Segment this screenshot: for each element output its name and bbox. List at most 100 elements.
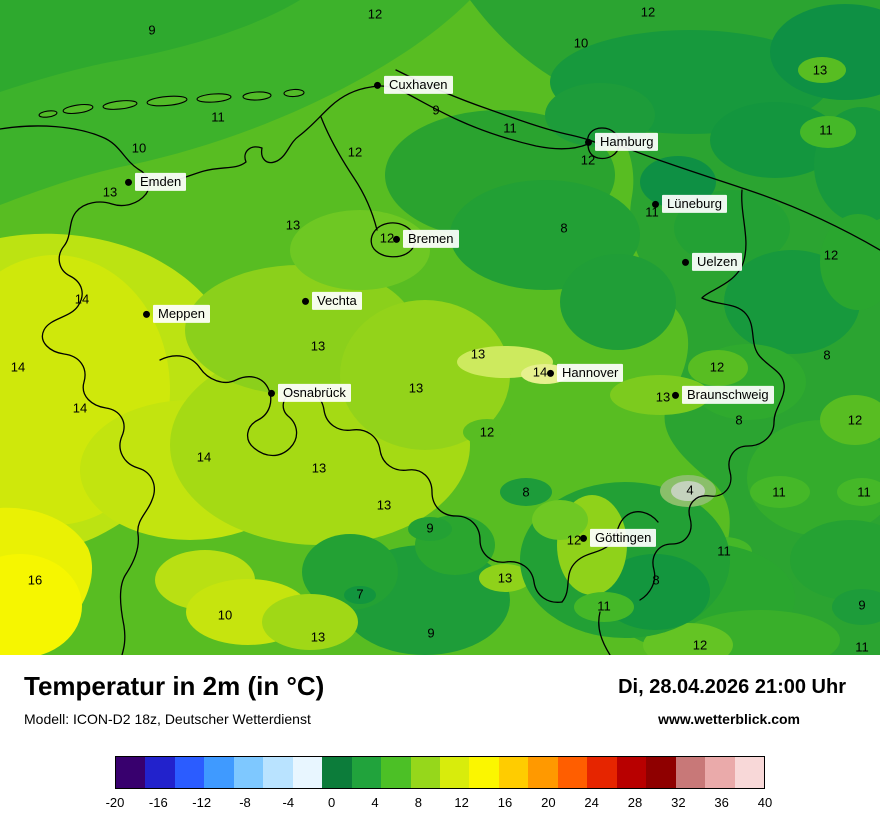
city-marker-hannover: Hannover: [547, 363, 624, 383]
temp-label: 11: [211, 109, 225, 125]
border-lines: [0, 69, 880, 655]
city-label: Uelzen: [692, 252, 743, 272]
temp-label: 9: [426, 520, 434, 536]
colorbar-tick: 40: [757, 795, 773, 810]
temp-label: 13: [408, 380, 424, 396]
colorbar-cell: [734, 757, 764, 788]
colorbar-cell: [381, 757, 411, 788]
colorbar-cell: [116, 757, 146, 788]
temp-label: 9: [148, 22, 156, 38]
city-label: Göttingen: [590, 528, 657, 548]
temp-label: 14: [196, 449, 212, 465]
temp-label: 12: [692, 637, 708, 653]
temperature-field: [0, 0, 880, 655]
temp-label: 13: [376, 497, 392, 513]
temp-label: 13: [285, 217, 301, 233]
temp-label: 8: [560, 220, 568, 236]
colorbar-cell: [351, 757, 382, 788]
colorbar-cell: [557, 757, 588, 788]
city-marker-hamburg: Hamburg: [585, 132, 659, 152]
temp-label: 9: [432, 102, 440, 118]
temp-label: 14: [532, 364, 548, 380]
temp-label: 4: [686, 482, 694, 498]
temp-label: 12: [566, 532, 582, 548]
temp-label: 14: [10, 359, 26, 375]
city-dot: [143, 310, 150, 318]
city-dot: [547, 369, 554, 377]
colorbar-cell: [587, 757, 617, 788]
map-overlay: Cuxhaven Hamburg Emden Lüneburg Bremen Uelzen…: [10, 4, 871, 655]
website-label: www.wetterblick.com: [658, 711, 800, 727]
temp-label: 12: [347, 144, 363, 160]
city-marker-uelzen: Uelzen: [682, 252, 743, 272]
temp-label: 8: [735, 412, 743, 428]
city-marker-cuxhaven: Cuxhaven: [374, 75, 453, 95]
temp-label: 13: [311, 460, 327, 476]
temp-label: 13: [102, 184, 118, 200]
temp-label: 11: [772, 484, 786, 500]
city-marker-braunschweig: Braunschweig: [672, 385, 774, 405]
temp-label: 13: [497, 570, 513, 586]
colorbar-tick: -12: [192, 795, 212, 810]
city-label: Emden: [135, 172, 187, 192]
city-label: Lüneburg: [662, 194, 727, 214]
colorbar-cell: [646, 757, 676, 788]
temp-label: 8: [522, 484, 530, 500]
colorbar-cell: [675, 757, 706, 788]
colorbar-cell: [616, 757, 647, 788]
colorbar-tick: 36: [714, 795, 729, 810]
colorbar-cell: [528, 757, 558, 788]
city-label: Hamburg: [595, 132, 659, 152]
temp-label: 7: [356, 586, 364, 602]
temp-label: 12: [709, 359, 725, 375]
temp-label: 8: [823, 347, 831, 363]
temp-label: 12: [479, 424, 495, 440]
temp-label: 13: [655, 389, 671, 405]
temp-label: 12: [823, 247, 839, 263]
temp-label: 11: [503, 120, 517, 136]
city-marker-meppen: Meppen: [143, 304, 210, 324]
city-label: Osnabrück: [278, 383, 351, 403]
temp-label: 11: [855, 639, 869, 655]
city-marker-gttingen: Göttingen: [580, 528, 657, 548]
city-label: Bremen: [403, 229, 459, 249]
city-marker-vechta: Vechta: [302, 291, 362, 311]
temp-label: 11: [597, 598, 611, 614]
colorbar-cell: [322, 757, 352, 788]
city-dot: [672, 391, 679, 399]
colorbar-cell: [233, 757, 264, 788]
temp-label: 13: [310, 629, 326, 645]
colorbar-cell: [263, 757, 293, 788]
city-label: Vechta: [312, 291, 362, 311]
city-label: Hannover: [557, 363, 624, 383]
temp-label: 12: [379, 230, 395, 246]
city-label: Meppen: [153, 304, 210, 324]
city-dot: [580, 534, 587, 542]
colorbar-cell: [410, 757, 440, 788]
temp-label: 8: [652, 572, 660, 588]
temp-label: 12: [640, 4, 656, 20]
colorbar-cell: [439, 757, 470, 788]
map-svg: [0, 0, 880, 655]
temp-label: 12: [367, 6, 383, 22]
temp-label: 11: [857, 484, 871, 500]
city-dot: [374, 81, 381, 89]
city-marker-lneburg: Lüneburg: [652, 194, 727, 214]
temp-label: 9: [427, 625, 435, 641]
city-dot: [585, 138, 592, 146]
colorbar-cell: [145, 757, 175, 788]
temp-label: 9: [858, 597, 866, 613]
colorbar-tick: 24: [584, 795, 599, 810]
temperature-map: Cuxhaven Hamburg Emden Lüneburg Bremen Uelzen…: [0, 0, 880, 655]
colorbar-tick: -8: [239, 795, 251, 810]
colorbar-tick: -4: [282, 795, 295, 810]
colorbar-cell: [469, 757, 499, 788]
colorbar-cell: [705, 757, 735, 788]
colorbar: [115, 756, 765, 789]
colorbar-tick: 0: [328, 795, 336, 810]
city-label: Braunschweig: [682, 385, 774, 405]
island-shapes: [38, 88, 305, 118]
city-marker-emden: Emden: [125, 172, 187, 192]
colorbar-tick: 12: [454, 795, 469, 810]
temp-label: 10: [573, 35, 589, 51]
